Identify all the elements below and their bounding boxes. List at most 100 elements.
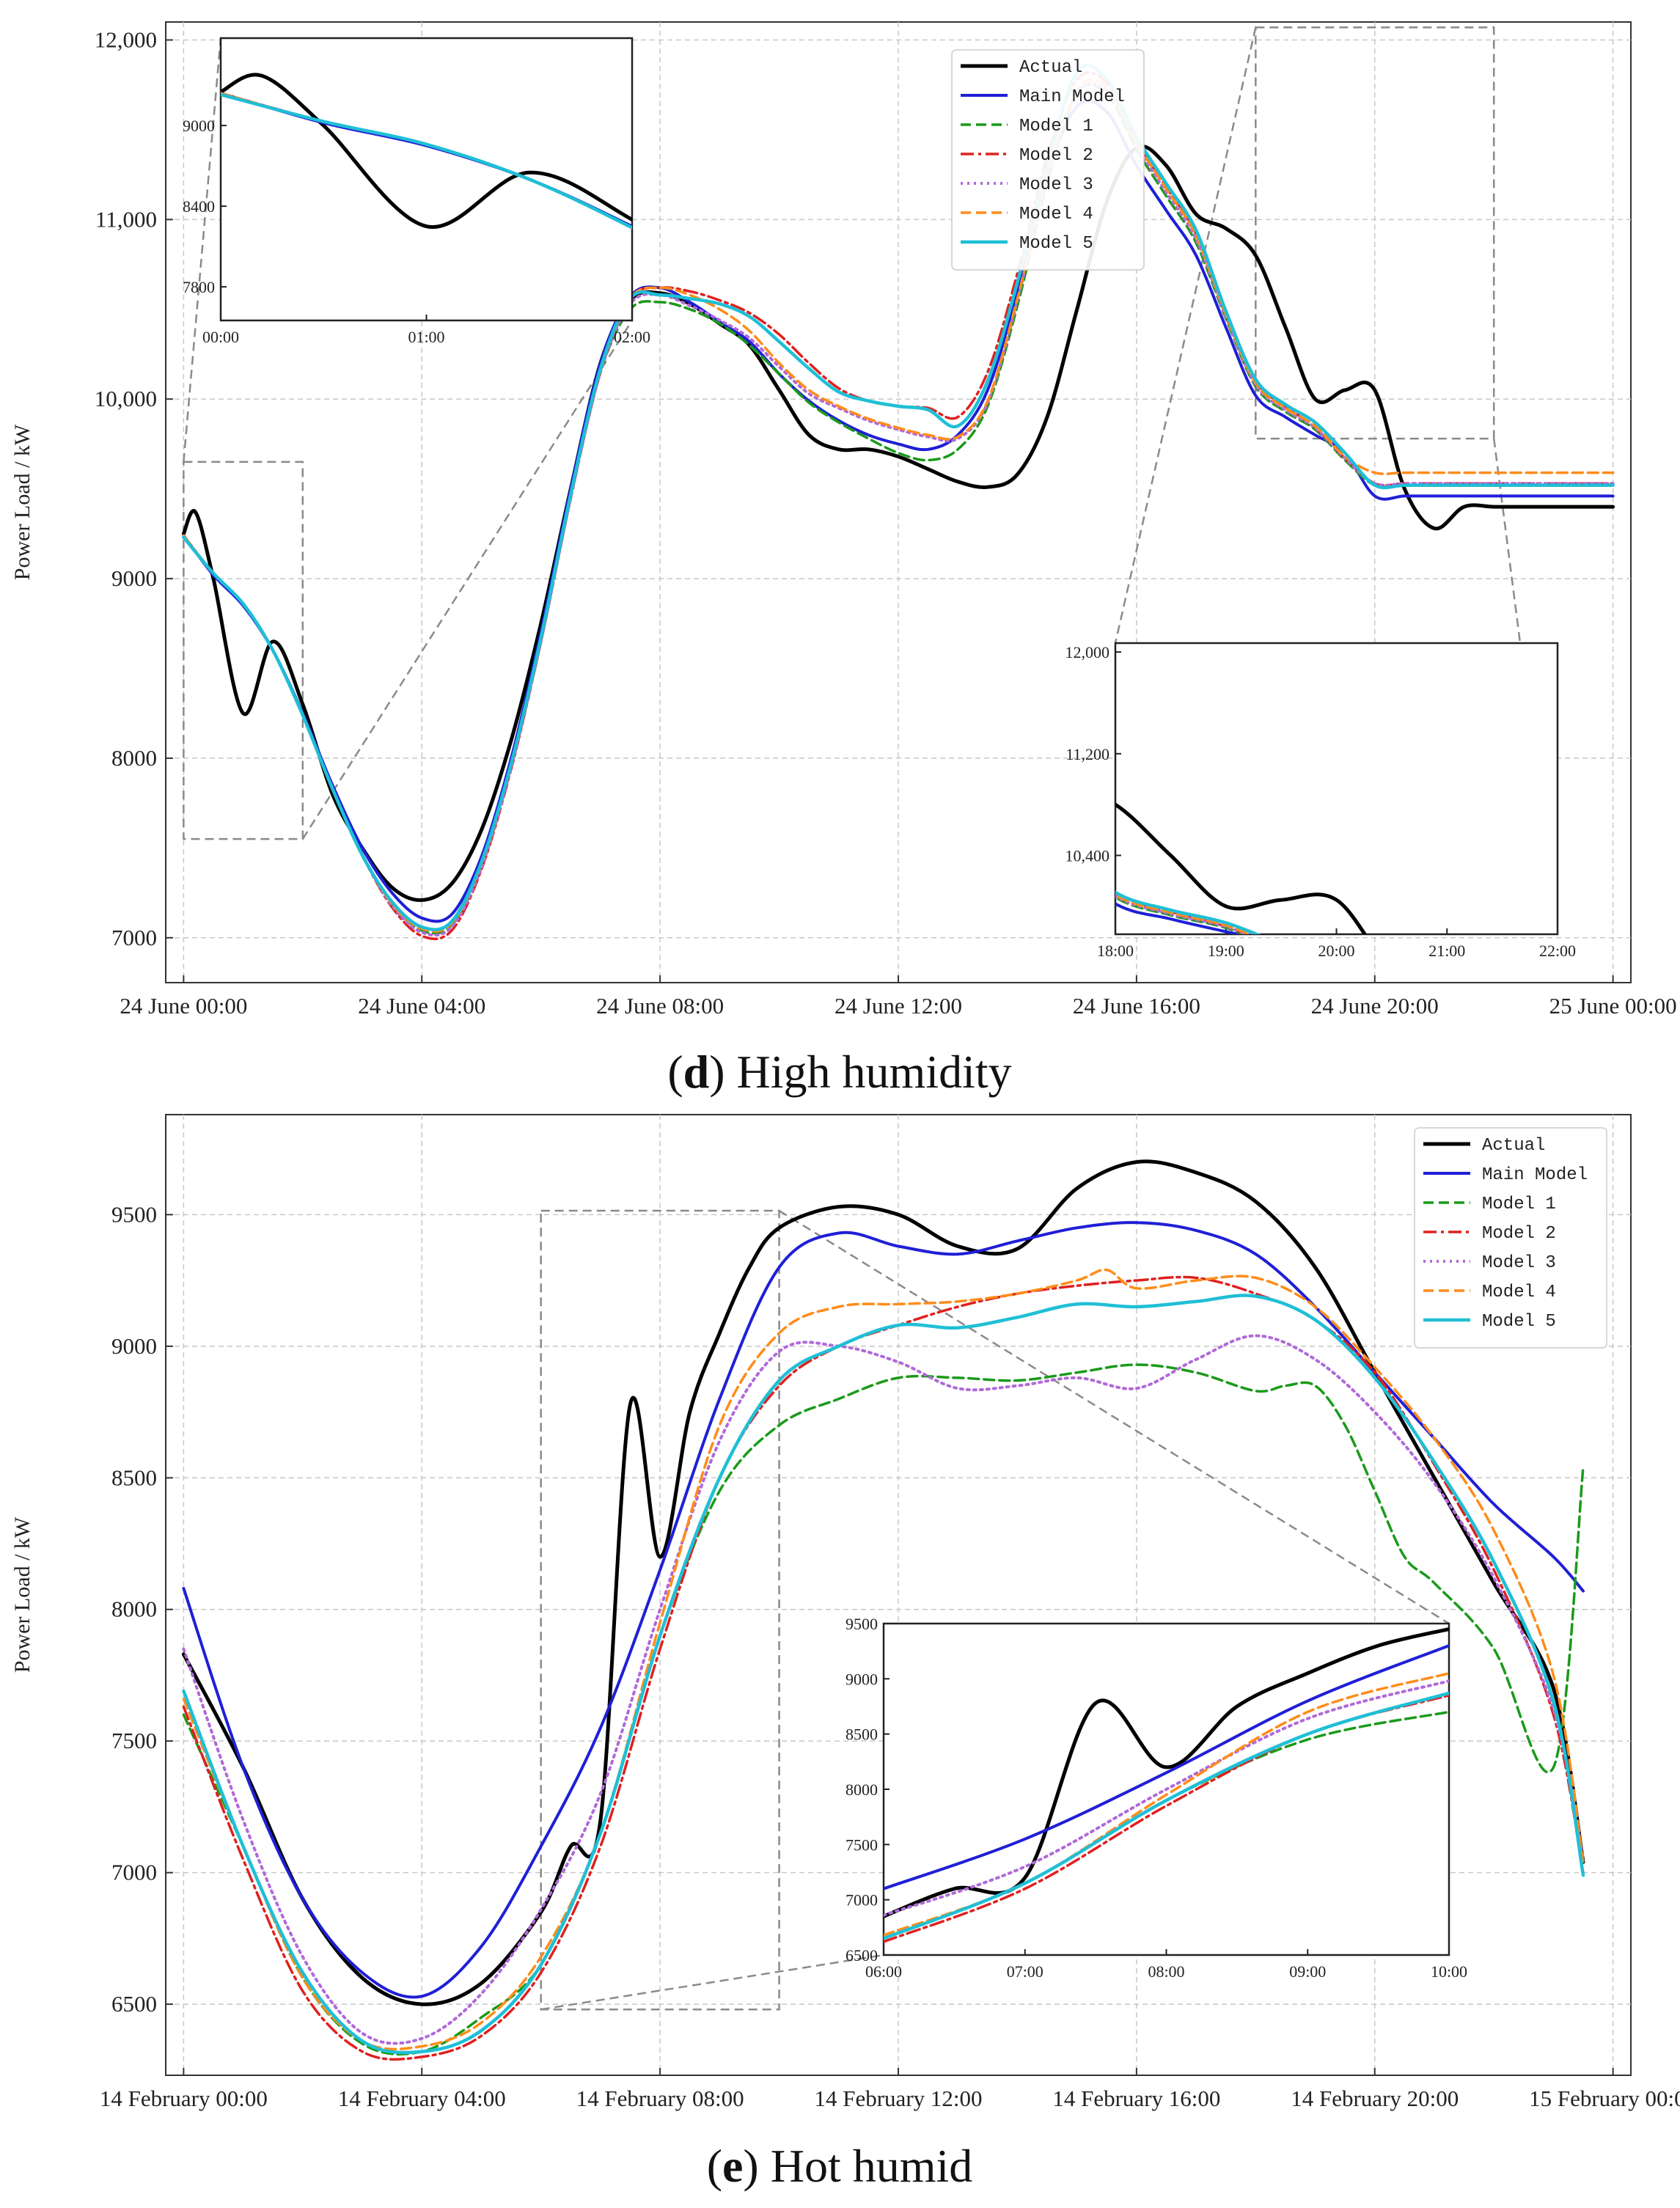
d-inset-right-ytick-label: 11,200 [1065,745,1109,763]
d-inset-left-xtick-label: 00:00 [202,328,239,346]
e-legend-box [1414,1127,1607,1349]
e-legend-label-model-1: Model 1 [1482,1195,1556,1214]
panel-e-zoom-guides [540,1209,1450,2011]
e-inset-xtick-label: 10:00 [1431,1962,1467,1981]
d-ytick-label: 10,000 [95,386,157,411]
e-inset-series-model-5 [884,1691,1449,1940]
d-series-model-5 [182,63,1615,931]
panel-d: 7000 8000 9000 10,000 11,000 12,000 24 June 00… [10,21,1677,1098]
d-inset-left-frame [219,37,634,322]
panel-e-legend: Actual Main Model Model 1 Model 2 Model 3 Mod… [1414,1127,1607,1349]
e-xtick-label: 14 February 20:00 [1291,2086,1459,2111]
d-inset-left-ytick-label: 7800 [183,278,215,296]
e-zoom-connector [540,1954,884,2011]
e-ytick-label: 8500 [111,1464,157,1490]
d-series-model-3 [182,81,1615,937]
d-zoom-connector [301,320,634,840]
d-inset-right-ytick-label: 10,400 [1065,847,1110,865]
d-inset-left-series-actual [221,73,632,230]
d-series-model-1 [182,83,1615,935]
d-inset-right-series-model-5 [1115,890,1261,934]
e-series-actual [181,1159,1585,2006]
e-zoom-connector [778,1209,1450,1625]
panel-e-caption-letter: e [722,2140,743,2192]
e-ytick-label: 9000 [111,1333,157,1359]
e-xtick-label: 14 February 12:00 [814,2086,982,2111]
panel-e-series [181,1159,1585,2061]
d-inset-left-series-model-5 [221,92,632,230]
d-xtick-label: 25 June 00:00 [1549,993,1677,1019]
e-inset-xtick-label: 06:00 [865,1962,902,1981]
d-xtick-label: 24 June 00:00 [120,993,247,1019]
d-inset-right-series [1115,802,1368,934]
e-inset-xtick-label: 09:00 [1289,1962,1326,1981]
d-series-main-model [182,99,1615,923]
e-inset-ytick-label: 6500 [845,1946,878,1965]
panel-d-caption: (d) High humidity [667,1046,1011,1098]
d-ytick-label: 11,000 [95,206,157,232]
e-inset-series-actual [884,1627,1449,1918]
d-ytick-label: 9000 [111,565,157,591]
d-legend-label-model-4: Model 4 [1019,205,1093,224]
d-inset-right-xtick-label: 22:00 [1539,942,1576,960]
d-inset-left-series [221,73,632,230]
panel-e-inset: 6500 7000 7500 8000 8500 9000 9500 06:00 07:00 08… [845,1615,1467,1981]
e-legend-label-model-4: Model 4 [1482,1283,1556,1302]
panel-d-inset-left: 7800 8400 9000 00:00 01:00 02:00 [183,37,650,346]
d-xtick-label: 24 June 16:00 [1073,993,1200,1019]
d-ytick-label: 7000 [111,925,157,950]
d-inset-left-ytick-label: 8400 [183,197,215,216]
e-ytick-label: 6500 [111,1991,157,2017]
e-inset-ytick-label: 7500 [845,1835,878,1854]
e-inset-ytick-label: 9500 [845,1615,878,1633]
d-ytick-label: 12,000 [95,26,157,52]
d-legend-label-model-3: Model 3 [1019,175,1093,195]
d-xtick-label: 24 June 12:00 [835,993,962,1019]
d-inset-right-series-actual [1115,802,1368,934]
e-ytick-label: 8000 [111,1596,157,1622]
d-xtick-label: 24 June 08:00 [596,993,724,1019]
e-legend-label-actual: Actual [1482,1136,1545,1156]
d-zoom-region-left [183,461,304,840]
d-inset-left-xtick-label: 01:00 [408,328,444,346]
e-zoom-region [540,1209,780,2011]
e-legend-label-model-3: Model 3 [1482,1253,1556,1273]
d-series-model-4 [182,78,1615,933]
d-zoom-region-right [1255,26,1495,440]
panel-d-inset-right: 10,400 11,200 12,000 18:00 19:00 20:00 21:00 22… [1065,642,1576,960]
e-ytick-label: 7000 [111,1860,157,1885]
e-series-model-1 [182,1363,1585,2056]
d-inset-right-xtick-label: 18:00 [1097,942,1134,960]
e-series-model-3 [182,1334,1585,2045]
d-inset-right-frame [1114,642,1559,936]
e-inset-ytick-label: 9000 [845,1670,878,1688]
e-inset-xtick-label: 08:00 [1148,1962,1184,1981]
panel-d-zoom-guides [183,26,1559,935]
d-legend-label-actual: Actual [1019,58,1082,78]
e-legend-label-model-5: Model 5 [1482,1312,1556,1332]
e-inset-series-main-model [884,1644,1449,1890]
panel-e: 6500 7000 7500 8000 8500 9000 9500 14 February … [10,1114,1680,2192]
e-series-model-4 [182,1268,1585,2051]
d-inset-right-series-model-3 [1115,894,1251,934]
e-xtick-label: 14 February 08:00 [576,2086,744,2111]
d-zoom-connector [1114,27,1257,644]
d-legend-label-model-2: Model 2 [1019,146,1093,166]
e-inset-series [884,1627,1449,1943]
e-inset-xtick-label: 07:00 [1007,1962,1043,1981]
e-ytick-label: 7500 [111,1728,157,1753]
panel-d-caption-text: High humidity [737,1046,1012,1098]
d-inset-right-ytick-label: 12,000 [1065,643,1110,661]
d-inset-right-xtick-label: 21:00 [1428,942,1465,960]
e-ytick-label: 9500 [111,1201,157,1227]
d-inset-right-series-main-model [1115,902,1247,934]
d-xtick-label: 24 June 04:00 [358,993,485,1019]
panel-d-ylabel: Power Load / kW [10,424,34,580]
e-xtick-label: 15 February 00:00 [1529,2086,1680,2111]
panel-d-series [181,63,1615,941]
d-ytick-label: 8000 [111,745,157,771]
e-xtick-label: 14 February 00:00 [100,2086,268,2111]
d-inset-right-xtick-label: 20:00 [1318,942,1354,960]
d-inset-right-xtick-label: 19:00 [1208,942,1244,960]
d-legend-label-model-1: Model 1 [1019,117,1093,136]
